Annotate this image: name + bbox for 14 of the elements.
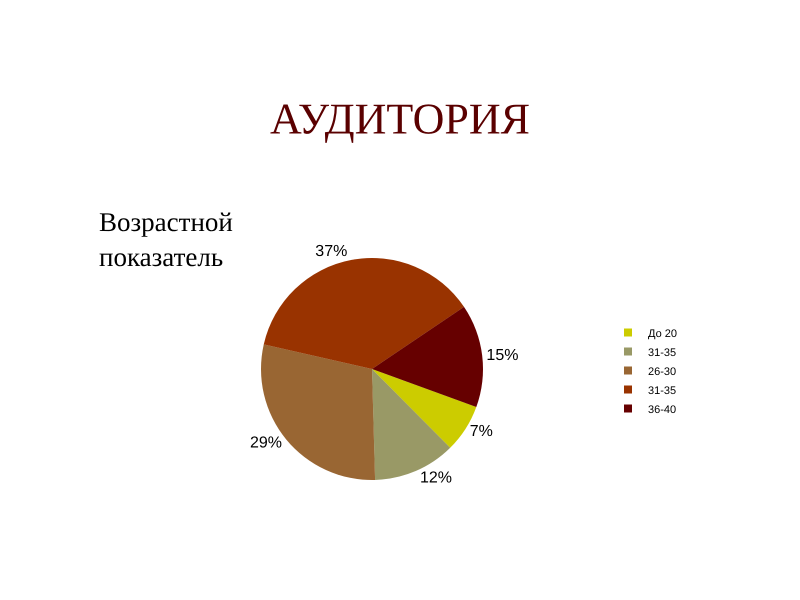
chart-title: АУДИТОРИЯ: [270, 94, 530, 144]
data-label: 29%: [250, 434, 282, 452]
chart-subtitle: Возрастной показатель: [99, 207, 233, 272]
legend-label: 26-30: [648, 366, 676, 378]
data-label: 15%: [486, 346, 518, 364]
legend-label: 36-40: [648, 404, 676, 416]
data-label: 12%: [420, 470, 452, 487]
legend-label: 31-35: [648, 346, 676, 359]
legend-label: До 20: [648, 328, 677, 340]
pie-slice: [372, 306, 483, 407]
data-label: 7%: [470, 422, 493, 440]
legend-label: 31-35: [648, 384, 676, 397]
pie-slice: [264, 258, 464, 369]
data-label: 37%: [315, 243, 348, 260]
